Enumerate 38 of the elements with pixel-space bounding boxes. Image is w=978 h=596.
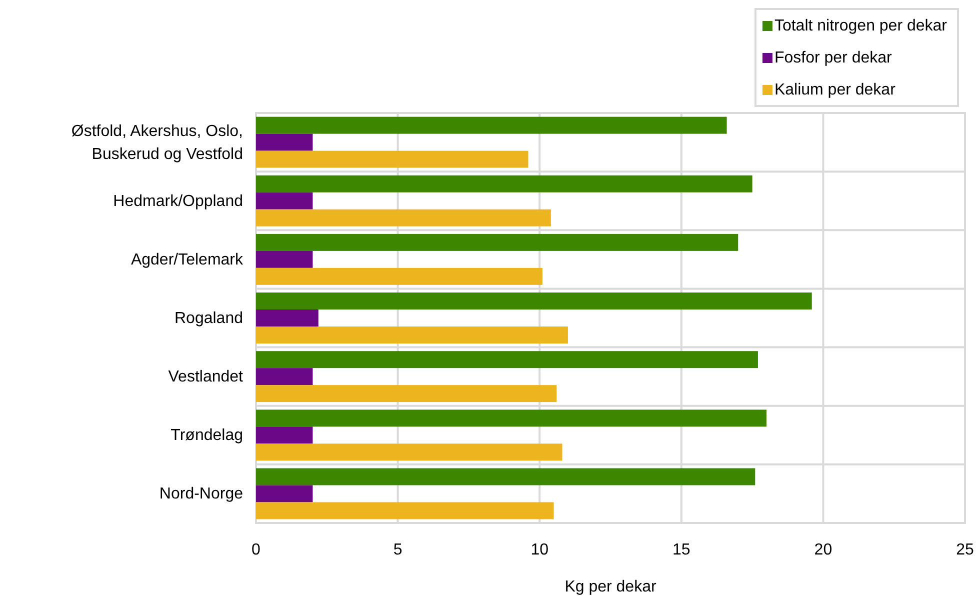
bar	[256, 209, 551, 226]
bar	[256, 326, 568, 344]
x-tick-label: 15	[672, 542, 690, 558]
bar	[256, 385, 557, 402]
x-tick-label: 10	[530, 542, 549, 558]
y-tick-label: Hedmark/Oppland	[113, 192, 243, 210]
legend-label: Fosfor per dekar	[774, 50, 893, 66]
y-tick-label: Østfold, Akershus, Oslo, Buskerud og Vestfold	[71, 122, 243, 162]
x-tick-label: 20	[814, 542, 832, 558]
bar	[256, 268, 542, 285]
y-tick-label: Rogaland	[174, 310, 243, 326]
bar	[256, 292, 812, 310]
bar	[256, 468, 756, 486]
bar	[256, 310, 318, 326]
y-tick-label: Nord-Norge	[159, 485, 244, 502]
bar	[256, 116, 727, 134]
bar	[256, 351, 758, 368]
bar	[256, 426, 313, 444]
bar	[256, 134, 313, 151]
bar	[256, 444, 562, 461]
y-tick-label: Vestlandet	[168, 368, 244, 386]
y-tick-label: Trøndelag	[170, 426, 243, 444]
bar	[256, 192, 313, 210]
x-tick-label: 0	[252, 542, 261, 558]
legend-label: Totalt nitrogen per dekar	[774, 18, 948, 34]
legend-label: Kalium per dekar	[774, 82, 896, 98]
bar	[256, 150, 528, 168]
bar	[256, 485, 313, 502]
bar	[256, 250, 313, 268]
bar	[256, 410, 766, 427]
x-axis-title: Kg per dekar	[564, 578, 657, 596]
bar	[256, 175, 752, 192]
x-tick-label: 5	[393, 542, 402, 558]
y-tick-label: Agder/Telemark	[130, 250, 244, 268]
bar	[256, 234, 738, 251]
bar	[256, 502, 554, 520]
x-tick-label: 25	[956, 542, 974, 558]
bar	[256, 368, 313, 386]
